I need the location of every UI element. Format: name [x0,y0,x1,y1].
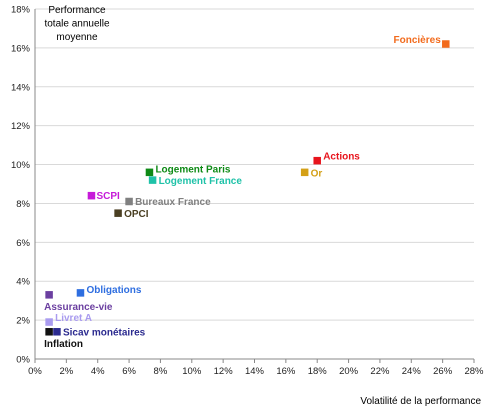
data-point [45,328,53,336]
x-tick-labels: 0% 2% 4% 6% 8% 10% 12% 14% 16% 18% 20% 22% 24% 26% 28% [28,366,484,377]
x-tick-label: 12% [214,366,234,377]
data-point [76,289,85,297]
x-tick-label: 4% [91,366,105,377]
data-label: Or [311,168,323,179]
data-label: Actions [323,152,360,163]
data-point [313,156,321,165]
data-label: Obligations [86,285,141,296]
y-tick-label: 16% [11,43,31,54]
data-label: SCPI [96,191,120,202]
y-axis-title-line: totale annuelle [44,19,109,30]
data-point [87,191,96,200]
x-tick-label: 16% [276,366,296,377]
data-label: Sicav monétaires [63,327,146,338]
y-tick-labels: 0% 2% 4% 6% 8% 10% 12% 14% 16% 18% [11,5,31,366]
data-point [114,209,122,217]
x-tick-label: 20% [339,366,359,377]
data-point [145,168,154,177]
x-tick-label: 0% [28,366,42,377]
y-tick-label: 12% [11,121,31,132]
x-tick-label: 26% [433,366,453,377]
x-tick-label: 14% [245,366,265,377]
data-point [148,176,157,184]
y-tick-label: 14% [11,82,31,93]
y-tick-label: 6% [16,238,30,249]
y-tick-label: 4% [16,277,30,288]
x-tick-label: 28% [464,366,484,377]
data-label: OPCI [124,209,149,220]
y-tick-label: 8% [16,199,30,210]
y-axis-title: Performance totale annuelle moyenne [44,5,109,43]
x-tick-label: 8% [154,366,168,377]
x-tick-label: 2% [59,366,73,377]
y-axis-title-line: Performance [48,5,106,16]
y-tick-label: 0% [16,355,30,366]
y-axis-title-line: moyenne [56,32,98,43]
data-point [45,318,53,326]
y-tick-label: 18% [11,5,31,16]
data-point [300,168,309,177]
data-points [45,40,450,336]
data-label: Inflation [44,339,83,350]
x-tick-label: 10% [182,366,202,377]
data-label: Logement Paris [155,164,230,175]
data-label: Logement France [159,176,243,187]
axes [34,9,475,363]
data-label: Foncières [394,35,442,46]
x-tick-label: 18% [308,366,328,377]
y-tick-label: 2% [16,316,30,327]
x-axis-title: Volatilité de la performance [360,396,481,407]
data-label: Assurance-vie [44,302,113,313]
data-label: Bureaux France [135,197,211,208]
data-point [53,328,61,336]
x-tick-label: 24% [402,366,422,377]
data-point [45,291,53,299]
data-point [442,40,450,48]
data-point [125,197,133,206]
x-tick-label: 22% [370,366,390,377]
data-label: Livret A [55,313,92,324]
y-tick-label: 10% [11,160,31,171]
gridlines [35,8,474,321]
x-tick-label: 6% [122,366,136,377]
